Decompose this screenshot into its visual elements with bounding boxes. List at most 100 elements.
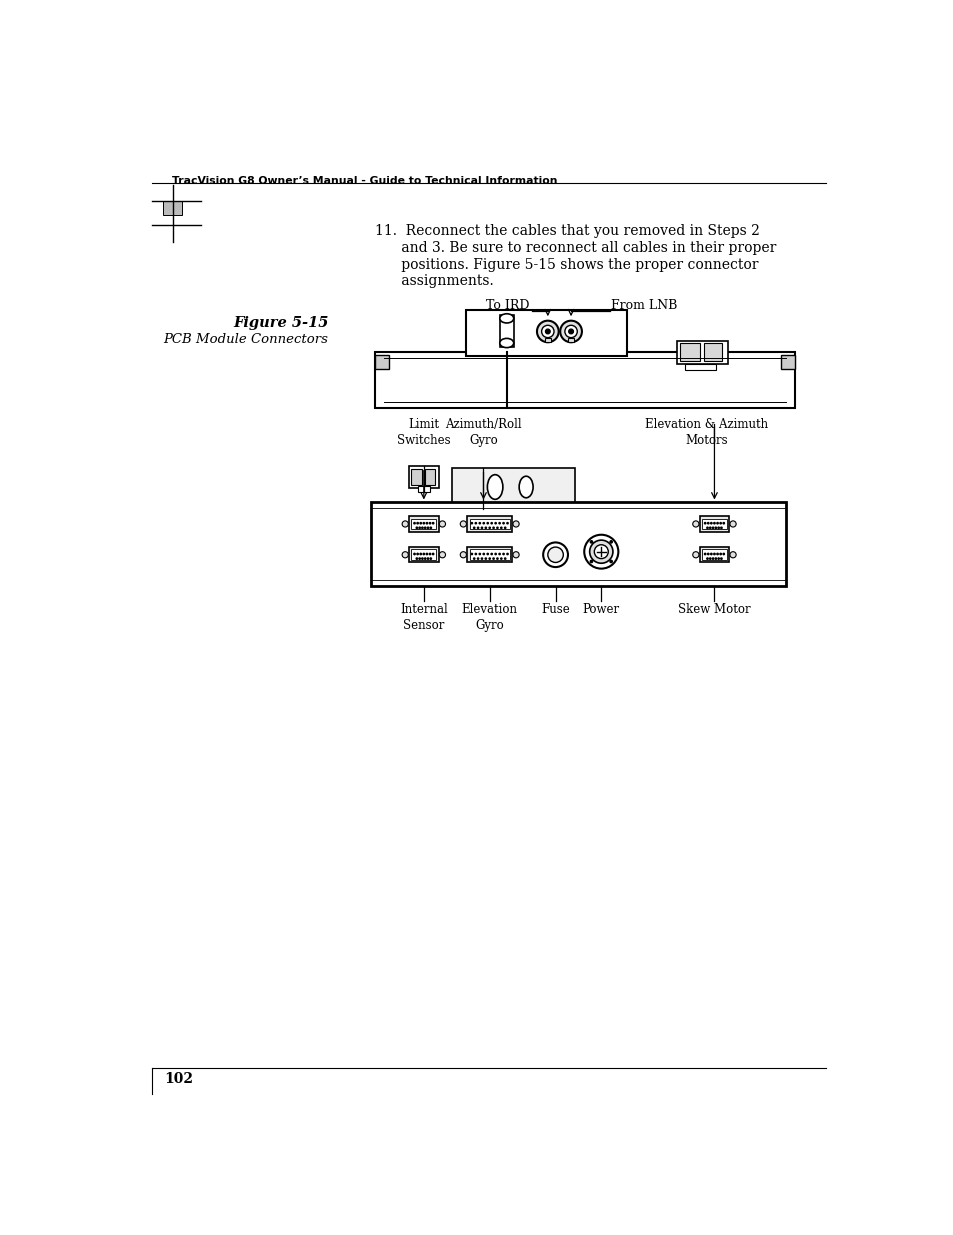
Circle shape	[590, 561, 592, 563]
Circle shape	[504, 558, 505, 559]
Bar	[424, 468, 435, 485]
Bar	[699, 516, 728, 531]
Circle shape	[489, 558, 490, 559]
Circle shape	[504, 527, 505, 529]
Bar	[701, 550, 726, 561]
Bar	[466, 310, 626, 356]
Text: positions. Figure 5-15 shows the proper connector: positions. Figure 5-15 shows the proper …	[375, 258, 758, 272]
Bar	[467, 516, 512, 531]
Circle shape	[502, 522, 504, 524]
Circle shape	[426, 522, 427, 524]
Circle shape	[713, 522, 715, 524]
Bar	[411, 550, 436, 561]
Circle shape	[715, 527, 716, 529]
Circle shape	[564, 325, 577, 337]
Ellipse shape	[499, 314, 513, 324]
Text: Elevation & Azimuth
Motors: Elevation & Azimuth Motors	[644, 417, 767, 447]
Circle shape	[692, 552, 699, 558]
Circle shape	[713, 553, 715, 555]
Circle shape	[706, 527, 707, 529]
Circle shape	[710, 553, 711, 555]
Circle shape	[537, 321, 558, 342]
Ellipse shape	[499, 338, 513, 347]
Bar	[375, 356, 389, 369]
Circle shape	[418, 527, 420, 529]
Bar	[699, 547, 728, 562]
Circle shape	[500, 527, 501, 529]
Circle shape	[709, 527, 710, 529]
Bar	[410, 468, 421, 485]
Circle shape	[506, 522, 508, 524]
Circle shape	[432, 553, 434, 555]
Circle shape	[473, 558, 475, 559]
Circle shape	[718, 527, 719, 529]
Circle shape	[729, 521, 736, 527]
Bar	[409, 466, 438, 488]
Circle shape	[589, 540, 612, 563]
Circle shape	[482, 553, 484, 555]
Bar	[679, 343, 700, 362]
Circle shape	[429, 553, 430, 555]
Circle shape	[485, 558, 486, 559]
Circle shape	[430, 558, 431, 559]
Circle shape	[495, 522, 496, 524]
Circle shape	[480, 558, 482, 559]
Circle shape	[712, 558, 713, 559]
Circle shape	[568, 330, 573, 333]
Circle shape	[424, 558, 425, 559]
Circle shape	[583, 535, 618, 568]
Circle shape	[475, 522, 476, 524]
Bar	[467, 547, 512, 562]
Circle shape	[707, 522, 708, 524]
Text: 102: 102	[164, 1072, 193, 1087]
Circle shape	[498, 553, 499, 555]
Bar	[417, 487, 430, 493]
Bar	[375, 352, 794, 409]
Circle shape	[513, 521, 518, 527]
Bar	[452, 468, 575, 506]
Circle shape	[720, 558, 721, 559]
Circle shape	[426, 553, 427, 555]
Circle shape	[478, 522, 480, 524]
Circle shape	[439, 521, 445, 527]
Circle shape	[476, 558, 478, 559]
Circle shape	[594, 545, 608, 558]
Text: Figure 5-15: Figure 5-15	[233, 316, 328, 330]
Text: Limit
Switches: Limit Switches	[396, 417, 450, 447]
Ellipse shape	[487, 474, 502, 499]
Bar	[703, 343, 721, 362]
Circle shape	[502, 553, 504, 555]
Circle shape	[423, 522, 424, 524]
Circle shape	[491, 522, 492, 524]
Circle shape	[423, 553, 424, 555]
Text: 11.  Reconnect the cables that you removed in Steps 2: 11. Reconnect the cables that you remove…	[375, 224, 760, 237]
Circle shape	[722, 553, 723, 555]
Circle shape	[493, 558, 494, 559]
Circle shape	[419, 553, 421, 555]
Circle shape	[495, 553, 496, 555]
Circle shape	[500, 558, 501, 559]
Circle shape	[716, 522, 718, 524]
Circle shape	[559, 321, 581, 342]
Text: Internal
Sensor: Internal Sensor	[399, 603, 447, 631]
Circle shape	[487, 553, 488, 555]
Circle shape	[480, 527, 482, 529]
Bar	[544, 338, 550, 342]
Bar	[409, 516, 438, 531]
Text: Power: Power	[582, 603, 619, 615]
Bar	[499, 315, 513, 347]
Circle shape	[402, 521, 408, 527]
Circle shape	[427, 527, 428, 529]
Circle shape	[547, 547, 562, 562]
Bar	[411, 519, 436, 530]
Text: assignments.: assignments.	[375, 274, 494, 289]
Circle shape	[720, 527, 721, 529]
Circle shape	[498, 522, 499, 524]
Bar	[781, 356, 794, 369]
Text: Azimuth/Roll
Gyro: Azimuth/Roll Gyro	[445, 417, 521, 447]
Circle shape	[416, 522, 417, 524]
Circle shape	[476, 527, 478, 529]
Circle shape	[703, 522, 705, 524]
Circle shape	[419, 522, 421, 524]
Circle shape	[707, 553, 708, 555]
